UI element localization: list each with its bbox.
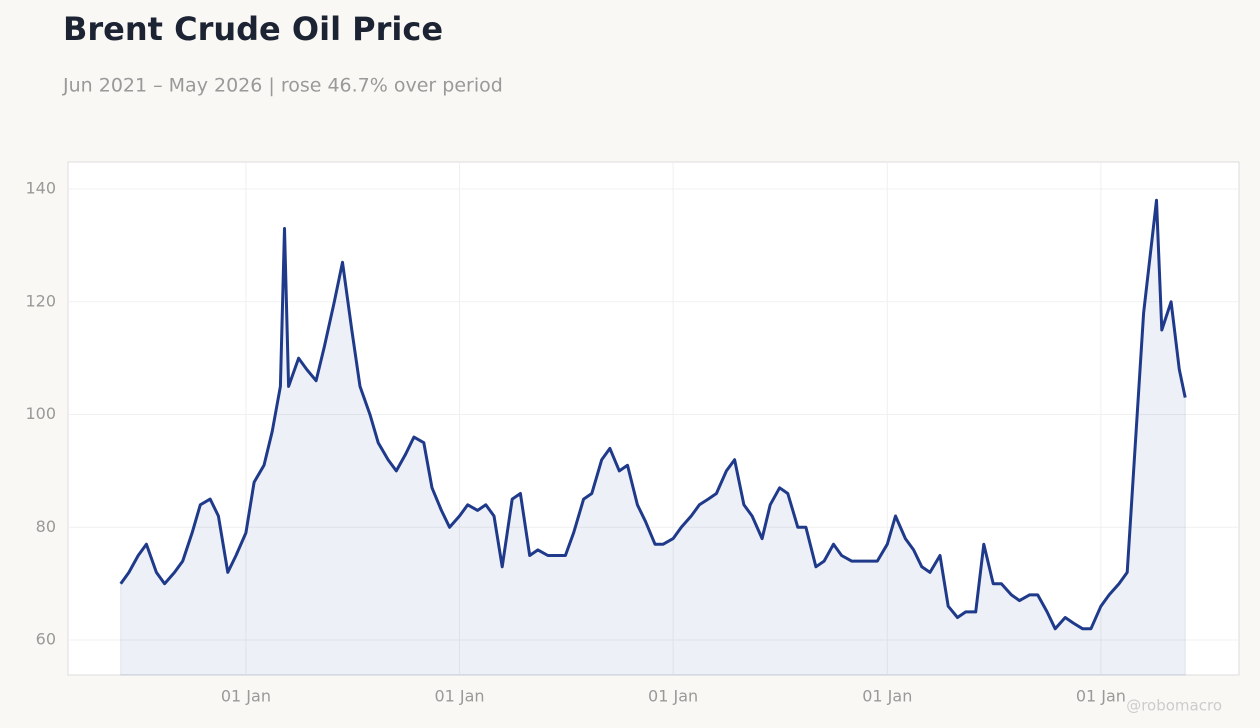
x-tick-label: 01 Jan [434,687,484,706]
plot-area [67,161,1240,676]
chart-subtitle: Jun 2021 – May 2026 | rose 46.7% over pe… [62,75,503,97]
x-tick-label: 01 Jan [862,687,912,706]
line [119,198,1187,631]
x-tick-label: 01 Jan [221,687,271,706]
y-tick-label: 100 [25,404,56,423]
y-tick-label: 140 [25,179,56,198]
x-tick-label: 01 Jan [1076,687,1126,706]
chart-title: Brent Crude Oil Price [63,10,443,48]
watermark: @robomacro [1126,697,1222,715]
y-tick-label: 60 [36,630,56,649]
y-tick-label: 120 [25,291,56,310]
x-tick-label: 01 Jan [648,687,698,706]
y-tick-label: 80 [36,517,56,536]
